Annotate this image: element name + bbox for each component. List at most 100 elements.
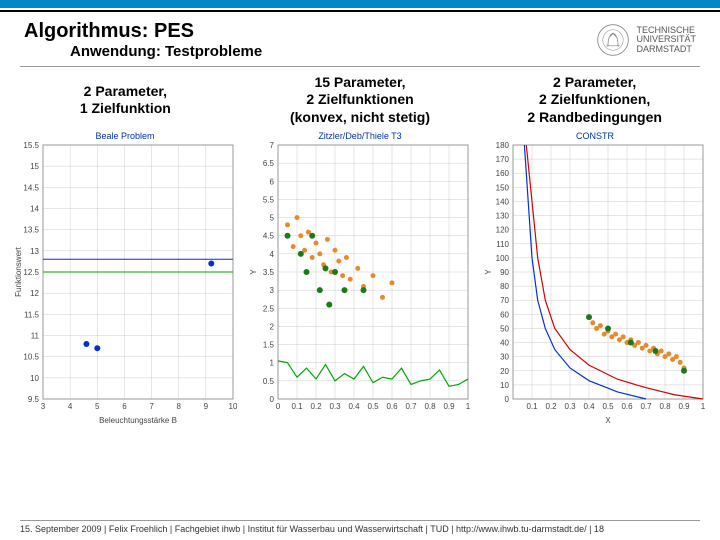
svg-text:60: 60 — [500, 310, 509, 319]
svg-text:CONSTR: CONSTR — [576, 131, 615, 141]
svg-text:3: 3 — [270, 286, 275, 295]
svg-text:Zitzler/Deb/Thiele T3: Zitzler/Deb/Thiele T3 — [318, 131, 401, 141]
athena-icon — [596, 23, 630, 57]
svg-text:5: 5 — [270, 214, 275, 223]
footer: 15. September 2009 | Felix Froehlich | F… — [0, 520, 720, 540]
svg-text:0.5: 0.5 — [602, 402, 614, 411]
svg-text:5: 5 — [95, 402, 100, 411]
chart-col-3: 2 Parameter, 2 Zielfunktionen, 2 Randbed… — [479, 73, 710, 427]
svg-text:20: 20 — [500, 367, 509, 376]
footer-separator — [20, 520, 700, 521]
svg-text:0.8: 0.8 — [424, 402, 436, 411]
svg-text:1: 1 — [270, 359, 275, 368]
svg-text:11.5: 11.5 — [24, 310, 40, 319]
svg-text:180: 180 — [495, 141, 509, 150]
svg-text:150: 150 — [495, 183, 509, 192]
svg-text:11: 11 — [31, 332, 40, 341]
svg-text:Beleuchtungsstärke B: Beleuchtungsstärke B — [99, 416, 177, 425]
svg-text:0.6: 0.6 — [386, 402, 398, 411]
t2l2: 2 Zielfunktionen — [290, 91, 430, 109]
svg-text:1.5: 1.5 — [263, 341, 275, 350]
footer-text: 15. September 2009 | Felix Froehlich | F… — [0, 524, 720, 540]
title-bar: Algorithmus: PES Anwendung: Testprobleme… — [0, 12, 720, 62]
svg-text:0.5: 0.5 — [367, 402, 379, 411]
svg-text:8: 8 — [177, 402, 182, 411]
charts-row: 2 Parameter, 1 Zielfunktion 3456789109.5… — [0, 73, 720, 427]
chart-3: 0.10.20.30.40.50.60.70.80.91010203040506… — [481, 127, 709, 427]
svg-text:1: 1 — [700, 402, 705, 411]
svg-text:0: 0 — [270, 395, 275, 404]
chart-col-2: 15 Parameter, 2 Zielfunktionen (konvex, … — [245, 73, 476, 427]
svg-text:0.1: 0.1 — [291, 402, 303, 411]
svg-text:12: 12 — [30, 289, 39, 298]
svg-text:2.5: 2.5 — [263, 304, 275, 313]
svg-text:7: 7 — [270, 141, 275, 150]
chart-col-1: 2 Parameter, 1 Zielfunktion 3456789109.5… — [10, 73, 241, 427]
svg-text:15: 15 — [30, 162, 39, 171]
svg-text:1: 1 — [466, 402, 471, 411]
svg-text:Funktionswert: Funktionswert — [14, 246, 23, 297]
svg-text:4.5: 4.5 — [263, 232, 275, 241]
t1l2: 1 Zielfunktion — [80, 100, 171, 118]
svg-text:0.5: 0.5 — [263, 377, 275, 386]
svg-text:4: 4 — [68, 402, 73, 411]
svg-text:2: 2 — [270, 322, 275, 331]
svg-text:0.7: 0.7 — [405, 402, 417, 411]
chart-2: 00.10.20.30.40.50.60.70.80.9100.511.522.… — [246, 127, 474, 427]
svg-text:Y: Y — [249, 269, 258, 275]
svg-text:0.3: 0.3 — [329, 402, 341, 411]
svg-text:90: 90 — [500, 268, 509, 277]
svg-text:10: 10 — [229, 402, 238, 411]
svg-text:13.5: 13.5 — [24, 226, 40, 235]
svg-text:70: 70 — [500, 296, 509, 305]
chart-title-2: 15 Parameter, 2 Zielfunktionen (konvex, … — [290, 73, 430, 127]
svg-text:3: 3 — [41, 402, 46, 411]
svg-text:6.5: 6.5 — [263, 159, 275, 168]
svg-text:50: 50 — [500, 324, 509, 333]
svg-text:9: 9 — [204, 402, 209, 411]
svg-text:120: 120 — [495, 226, 509, 235]
accent-bar — [0, 0, 720, 8]
chart-title-3: 2 Parameter, 2 Zielfunktionen, 2 Randbed… — [527, 73, 662, 127]
svg-text:X: X — [605, 416, 611, 425]
page-title: Algorithmus: PES — [24, 20, 262, 43]
t3l3: 2 Randbedingungen — [527, 109, 662, 127]
t2l3: (konvex, nicht stetig) — [290, 109, 430, 127]
svg-text:4: 4 — [270, 250, 275, 259]
t2l1: 15 Parameter, — [290, 74, 430, 92]
svg-text:15.5: 15.5 — [24, 141, 40, 150]
svg-text:Beale Problem: Beale Problem — [96, 131, 155, 141]
chart-title-1: 2 Parameter, 1 Zielfunktion — [80, 73, 171, 127]
svg-text:10.5: 10.5 — [24, 353, 40, 362]
chart-1: 3456789109.51010.51111.51212.51313.51414… — [11, 127, 239, 427]
t3l1: 2 Parameter, — [527, 74, 662, 92]
svg-text:130: 130 — [495, 212, 509, 221]
svg-text:5.5: 5.5 — [263, 195, 275, 204]
svg-text:0.9: 0.9 — [678, 402, 690, 411]
svg-text:0: 0 — [504, 395, 509, 404]
svg-text:3.5: 3.5 — [263, 268, 275, 277]
t3l2: 2 Zielfunktionen, — [527, 91, 662, 109]
page-subtitle: Anwendung: Testprobleme — [70, 43, 262, 60]
header-separator — [20, 66, 700, 67]
svg-text:0.2: 0.2 — [545, 402, 557, 411]
svg-text:Y: Y — [484, 269, 493, 275]
svg-text:14.5: 14.5 — [24, 183, 40, 192]
svg-text:0.1: 0.1 — [526, 402, 538, 411]
svg-text:100: 100 — [495, 254, 509, 263]
svg-text:0.4: 0.4 — [583, 402, 595, 411]
svg-text:0: 0 — [276, 402, 281, 411]
svg-text:14: 14 — [30, 205, 39, 214]
svg-text:80: 80 — [500, 282, 509, 291]
svg-text:0.8: 0.8 — [659, 402, 671, 411]
uni-line-3: DARMSTADT — [636, 45, 696, 54]
svg-text:10: 10 — [500, 381, 509, 390]
svg-text:13: 13 — [30, 247, 39, 256]
svg-text:6: 6 — [123, 402, 128, 411]
svg-text:9.5: 9.5 — [28, 395, 40, 404]
svg-text:160: 160 — [495, 169, 509, 178]
svg-text:30: 30 — [500, 353, 509, 362]
svg-text:170: 170 — [495, 155, 509, 164]
svg-text:0.2: 0.2 — [310, 402, 322, 411]
svg-text:0.7: 0.7 — [640, 402, 652, 411]
